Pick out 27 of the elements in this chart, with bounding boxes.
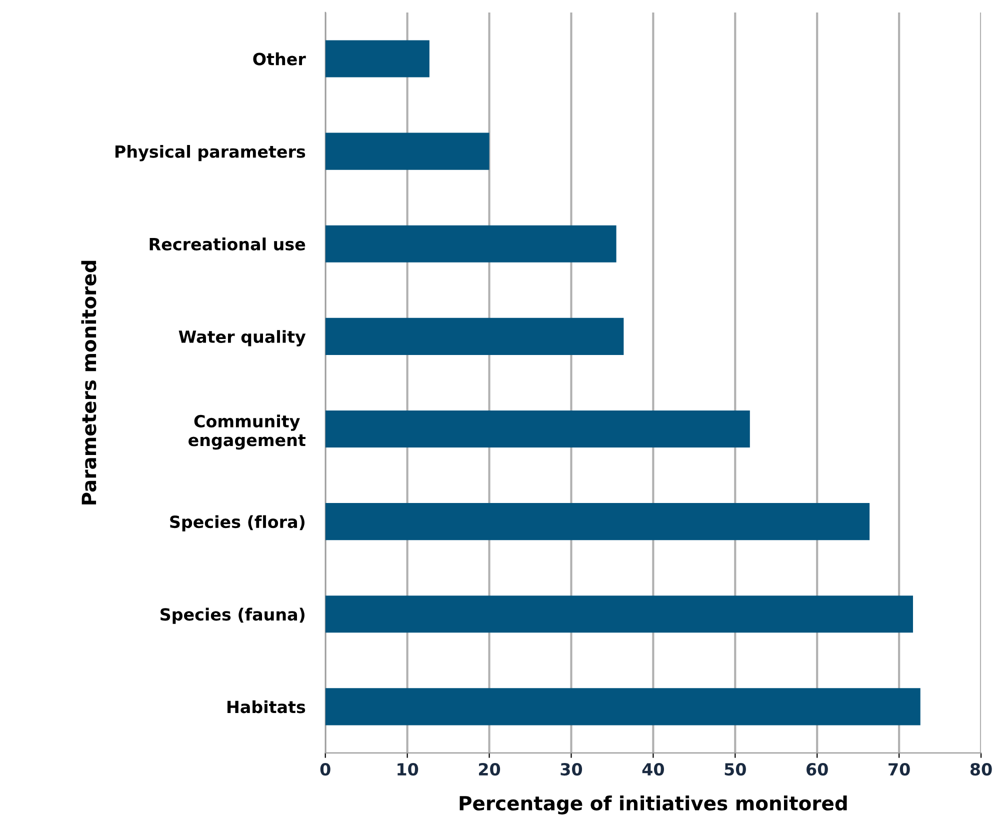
x-tick-label: 60 — [806, 762, 828, 776]
x-tick-label: 80 — [970, 762, 992, 776]
x-tick-label: 40 — [642, 762, 664, 776]
bar — [325, 410, 750, 448]
bar — [325, 596, 914, 633]
bar — [325, 318, 624, 355]
y-tick-label: Species (fauna) — [160, 608, 304, 624]
bar — [325, 503, 870, 540]
y-axis-title: Parameters monitored — [81, 260, 96, 504]
x-axis-title: Percentage of initiatives monitored — [460, 795, 847, 814]
bar — [325, 40, 430, 78]
y-tick-label: Physical parameters — [115, 144, 306, 162]
bar — [325, 132, 490, 170]
y-tick-label: Other — [253, 52, 306, 66]
y-tick-label: Recreational use — [150, 238, 306, 250]
x-tick-label: 10 — [398, 762, 418, 776]
bar — [325, 225, 616, 262]
y-tick-label: Community engagement — [188, 414, 306, 450]
y-tick-label: Water quality — [178, 330, 306, 346]
y-tick-label: Species (flora) — [170, 515, 304, 532]
x-tick-label: 70 — [888, 762, 910, 776]
x-tick-label: 20 — [478, 762, 500, 776]
y-tick-label: Habitats — [227, 700, 306, 714]
x-tick-label: 50 — [724, 762, 746, 776]
bar — [325, 688, 920, 726]
x-tick-label: 0 — [320, 762, 330, 776]
x-tick-label: 30 — [560, 762, 582, 776]
